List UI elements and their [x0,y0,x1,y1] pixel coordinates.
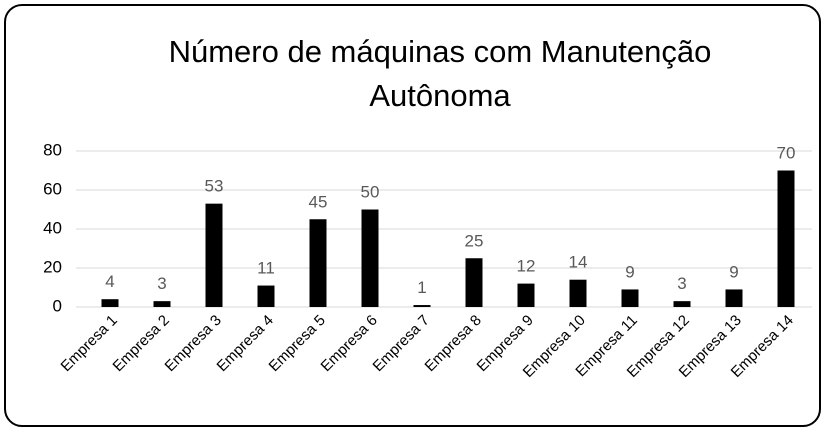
y-tick-label: 40 [43,218,62,237]
data-label: 3 [677,274,686,293]
data-label: 3 [157,274,166,293]
chart-border [4,4,821,427]
bar [777,170,795,307]
y-tick-label: 80 [43,140,62,159]
data-label: 45 [309,192,328,211]
bar [569,279,587,307]
chart-title: Número de máquinas com Manutenção Autôno… [168,34,712,113]
y-tick-label: 60 [43,179,62,198]
data-label: 25 [465,231,484,250]
bar [673,301,691,307]
data-label: 9 [729,262,738,281]
bar [725,289,743,307]
bar [465,258,483,307]
data-label: 53 [205,177,224,196]
y-tick-label: 20 [43,257,62,276]
bar [257,285,275,307]
bar [101,299,119,307]
bar [205,203,223,307]
data-label: 9 [625,262,634,281]
data-label: 14 [569,253,588,272]
data-label: 1 [417,278,426,297]
data-label: 11 [257,259,275,278]
y-tick-label: 0 [53,296,62,315]
bar [517,283,535,307]
data-label: 4 [105,272,114,291]
bar [153,301,171,307]
data-label: 50 [361,183,380,202]
bar [413,305,431,307]
bar [361,209,379,307]
data-label: 70 [777,144,796,163]
bar [309,219,327,307]
data-label: 12 [517,257,536,276]
bar [621,289,639,307]
